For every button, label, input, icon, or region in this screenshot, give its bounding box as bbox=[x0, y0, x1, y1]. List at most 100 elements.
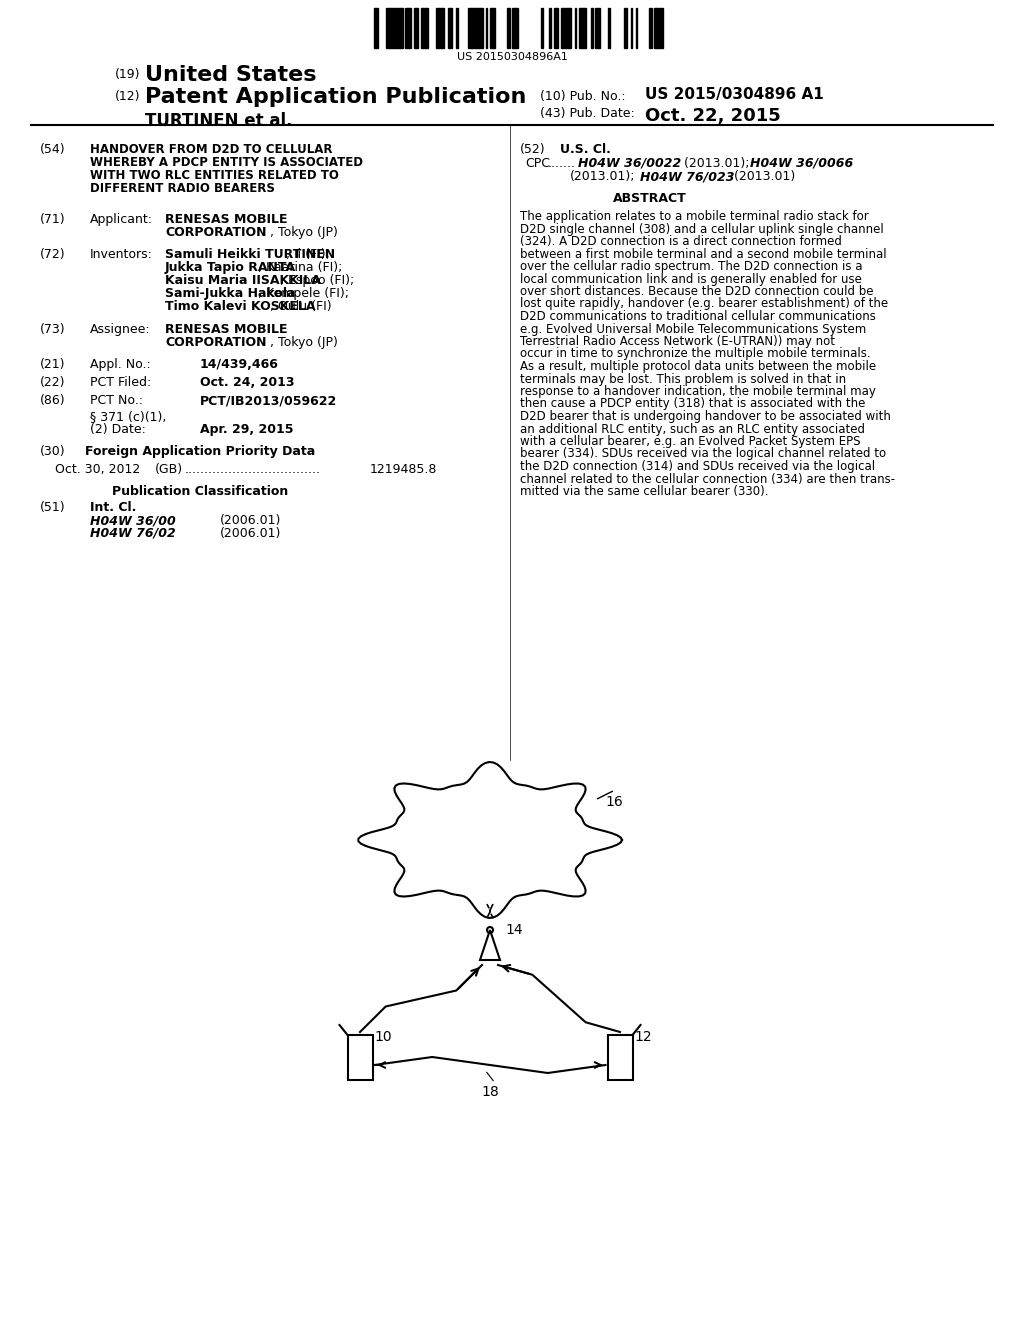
Bar bbox=[468, 8, 471, 48]
Text: WHEREBY A PDCP ENTITY IS ASSOCIATED: WHEREBY A PDCP ENTITY IS ASSOCIATED bbox=[90, 156, 362, 169]
Text: over short distances. Because the D2D connection could be: over short distances. Because the D2D co… bbox=[520, 285, 873, 298]
Bar bbox=[472, 8, 475, 48]
Bar bbox=[450, 8, 452, 48]
Bar bbox=[439, 8, 442, 48]
Bar bbox=[583, 8, 586, 48]
Text: H04W 76/02: H04W 76/02 bbox=[90, 527, 176, 540]
Text: e.g. Evolved Universal Mobile Telecommunications System: e.g. Evolved Universal Mobile Telecommun… bbox=[520, 322, 866, 335]
Bar bbox=[515, 8, 518, 48]
Bar bbox=[624, 8, 627, 48]
Text: Foreign Application Priority Data: Foreign Application Priority Data bbox=[85, 445, 315, 458]
Bar bbox=[456, 8, 458, 48]
Text: Timo Kalevi KOSKELA: Timo Kalevi KOSKELA bbox=[165, 300, 315, 313]
Text: RENESAS MOBILE: RENESAS MOBILE bbox=[165, 323, 288, 337]
Bar bbox=[596, 8, 599, 48]
Text: (71): (71) bbox=[40, 213, 66, 226]
Bar bbox=[442, 8, 444, 48]
Text: Kaisu Maria IISAKKILA: Kaisu Maria IISAKKILA bbox=[165, 275, 321, 286]
Bar bbox=[423, 8, 425, 48]
Text: 1219485.8: 1219485.8 bbox=[370, 463, 437, 477]
Text: CORPORATION: CORPORATION bbox=[165, 226, 266, 239]
Text: Samuli Heikki TURTINEN: Samuli Heikki TURTINEN bbox=[165, 248, 335, 261]
Text: 14: 14 bbox=[505, 923, 522, 937]
Text: 18: 18 bbox=[481, 1085, 499, 1100]
Text: (GB): (GB) bbox=[155, 463, 183, 477]
Text: with a cellular bearer, e.g. an Evolved Packet System EPS: with a cellular bearer, e.g. an Evolved … bbox=[520, 436, 860, 447]
Text: PCT No.:: PCT No.: bbox=[90, 393, 143, 407]
Text: , Kaarina (FI);: , Kaarina (FI); bbox=[258, 261, 343, 275]
Text: terminals may be lost. This problem is solved in that in: terminals may be lost. This problem is s… bbox=[520, 372, 846, 385]
Text: As a result, multiple protocol data units between the mobile: As a result, multiple protocol data unit… bbox=[520, 360, 877, 374]
Text: (22): (22) bbox=[40, 376, 66, 389]
Bar bbox=[561, 8, 563, 48]
Bar bbox=[475, 8, 478, 48]
Text: (2013.01);: (2013.01); bbox=[680, 157, 750, 170]
Bar bbox=[400, 8, 403, 48]
Text: D2D bearer that is undergoing handover to be associated with: D2D bearer that is undergoing handover t… bbox=[520, 411, 891, 422]
Text: Oct. 22, 2015: Oct. 22, 2015 bbox=[645, 107, 780, 125]
Text: Inventors:: Inventors: bbox=[90, 248, 153, 261]
Text: ABSTRACT: ABSTRACT bbox=[613, 191, 687, 205]
Text: (2006.01): (2006.01) bbox=[220, 513, 282, 527]
Text: Assignee:: Assignee: bbox=[90, 323, 151, 337]
Bar bbox=[507, 8, 510, 48]
Text: occur in time to synchronize the multiple mobile terminals.: occur in time to synchronize the multipl… bbox=[520, 347, 870, 360]
Text: Oct. 24, 2013: Oct. 24, 2013 bbox=[200, 376, 295, 389]
Text: (2013.01): (2013.01) bbox=[730, 170, 796, 183]
Bar bbox=[566, 8, 569, 48]
Bar bbox=[607, 1035, 633, 1080]
Text: lost quite rapidly, handover (e.g. bearer establishment) of the: lost quite rapidly, handover (e.g. beare… bbox=[520, 297, 888, 310]
Text: D2D communications to traditional cellular communications: D2D communications to traditional cellul… bbox=[520, 310, 876, 323]
Bar bbox=[436, 8, 439, 48]
Text: HANDOVER FROM D2D TO CELLULAR: HANDOVER FROM D2D TO CELLULAR bbox=[90, 143, 333, 156]
Text: over the cellular radio spectrum. The D2D connection is a: over the cellular radio spectrum. The D2… bbox=[520, 260, 862, 273]
Bar bbox=[660, 8, 663, 48]
Bar bbox=[449, 8, 450, 48]
Text: (51): (51) bbox=[40, 502, 66, 513]
Text: CPC: CPC bbox=[525, 157, 550, 170]
Text: 14/439,466: 14/439,466 bbox=[200, 358, 279, 371]
Text: PCT Filed:: PCT Filed: bbox=[90, 376, 152, 389]
Text: RENESAS MOBILE: RENESAS MOBILE bbox=[165, 213, 288, 226]
Text: , Kempele (FI);: , Kempele (FI); bbox=[258, 286, 349, 300]
Text: mitted via the same cellular bearer (330).: mitted via the same cellular bearer (330… bbox=[520, 484, 768, 498]
Bar bbox=[347, 1035, 373, 1080]
Text: (30): (30) bbox=[40, 445, 66, 458]
Bar bbox=[554, 8, 556, 48]
Text: ..................................: .................................. bbox=[185, 463, 321, 477]
Text: (72): (72) bbox=[40, 248, 66, 261]
Text: Apr. 29, 2015: Apr. 29, 2015 bbox=[200, 422, 294, 436]
Text: U.S. Cl.: U.S. Cl. bbox=[560, 143, 611, 156]
Text: (2013.01);: (2013.01); bbox=[570, 170, 636, 183]
Text: bearer (334). SDUs received via the logical channel related to: bearer (334). SDUs received via the logi… bbox=[520, 447, 886, 461]
Text: (19): (19) bbox=[115, 69, 140, 81]
Bar bbox=[549, 8, 551, 48]
Bar bbox=[657, 8, 660, 48]
Text: PCT/IB2013/059622: PCT/IB2013/059622 bbox=[200, 393, 337, 407]
Text: Applicant:: Applicant: bbox=[90, 213, 153, 226]
Bar bbox=[394, 8, 397, 48]
Bar bbox=[389, 8, 391, 48]
Text: an additional RLC entity, such as an RLC entity associated: an additional RLC entity, such as an RLC… bbox=[520, 422, 865, 436]
Text: (52): (52) bbox=[520, 143, 546, 156]
Text: US 20150304896A1: US 20150304896A1 bbox=[457, 51, 567, 62]
Text: (21): (21) bbox=[40, 358, 66, 371]
Bar bbox=[512, 8, 515, 48]
Text: H04W 76/023: H04W 76/023 bbox=[640, 170, 734, 183]
Text: local communication link and is generally enabled for use: local communication link and is generall… bbox=[520, 272, 862, 285]
Bar bbox=[541, 8, 543, 48]
Text: DIFFERENT RADIO BEARERS: DIFFERENT RADIO BEARERS bbox=[90, 182, 274, 195]
Text: (86): (86) bbox=[40, 393, 66, 407]
Text: Sami-Jukka Hakola: Sami-Jukka Hakola bbox=[165, 286, 296, 300]
Text: .......: ....... bbox=[548, 157, 575, 170]
Bar bbox=[416, 8, 418, 48]
Text: Appl. No.:: Appl. No.: bbox=[90, 358, 151, 371]
Text: Patent Application Publication: Patent Application Publication bbox=[145, 87, 526, 107]
Text: Publication Classification: Publication Classification bbox=[112, 484, 288, 498]
Text: response to a handover indication, the mobile terminal may: response to a handover indication, the m… bbox=[520, 385, 876, 399]
Bar bbox=[397, 8, 400, 48]
Text: (12): (12) bbox=[115, 90, 140, 103]
Text: , Oulu (FI): , Oulu (FI) bbox=[269, 300, 331, 313]
Text: US 2015/0304896 A1: US 2015/0304896 A1 bbox=[645, 87, 823, 102]
Text: 12: 12 bbox=[635, 1030, 652, 1044]
